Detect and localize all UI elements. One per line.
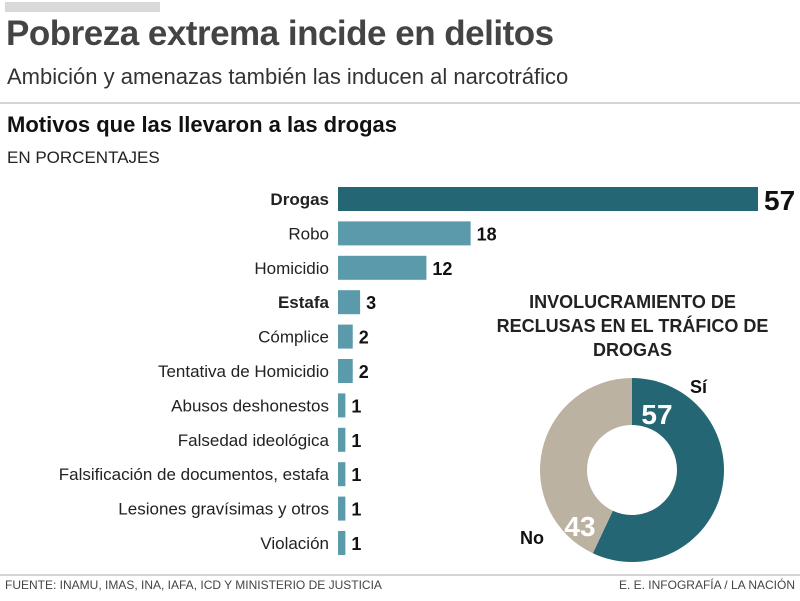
- bar-value: 18: [477, 224, 497, 244]
- bar-value: 1: [351, 396, 361, 416]
- bar-value: 1: [351, 431, 361, 451]
- page-subtitle: Ambición y amenazas también las inducen …: [7, 64, 569, 89]
- bar: [338, 221, 471, 246]
- bar-value: 2: [359, 362, 369, 382]
- bar-value: 1: [351, 534, 361, 554]
- bar-label: Robo: [288, 224, 329, 243]
- bar-value: 1: [351, 500, 361, 520]
- bar-value: 1: [351, 465, 361, 485]
- bar-label: Homicidio: [254, 259, 329, 278]
- bar-label: Abusos deshonestos: [171, 396, 329, 415]
- bar: [338, 427, 346, 452]
- donut-slice: [592, 378, 724, 562]
- donut-slice: [540, 378, 632, 554]
- bar-label: Drogas: [270, 190, 329, 209]
- bar: [338, 324, 353, 349]
- source-note: FUENTE: INAMU, IMAS, INA, IAFA, ICD Y MI…: [5, 578, 382, 592]
- bar-label: Tentativa de Homicidio: [158, 362, 329, 381]
- bar: [338, 393, 346, 418]
- page-title: Pobreza extrema incide en delitos: [6, 14, 554, 53]
- bar-value: 12: [432, 259, 452, 279]
- bar: [338, 462, 346, 487]
- bar-label: Lesiones gravísimas y otros: [118, 500, 329, 519]
- bar-label: Estafa: [278, 293, 330, 312]
- divider: [0, 102, 800, 104]
- bar: [338, 359, 353, 383]
- bar-label: Violación: [260, 534, 329, 553]
- donut-value-si: 57: [641, 399, 672, 430]
- credit-note: E. E. INFOGRAFÍA / LA NACIÓN: [618, 578, 795, 592]
- chart-unit: EN PORCENTAJES: [7, 148, 160, 167]
- bar: [338, 531, 346, 555]
- footer-divider: [0, 574, 800, 576]
- top-decor-bar: [5, 2, 160, 12]
- bar: [338, 255, 427, 280]
- chart-title: Motivos que las llevaron a las drogas: [7, 112, 398, 137]
- bar-label: Cómplice: [258, 328, 329, 347]
- bar-value: 3: [366, 293, 376, 313]
- bar-label: Falsificación de documentos, estafa: [59, 465, 330, 484]
- donut-label-si: Sí: [690, 377, 708, 397]
- bar: [338, 496, 346, 521]
- bar-value: 2: [359, 328, 369, 348]
- bar: [338, 290, 361, 315]
- donut-title: INVOLUCRAMIENTO DE RECLUSAS EN EL TRÁFIC…: [496, 292, 769, 360]
- donut-value-no: 43: [564, 511, 595, 542]
- bar-value: 57: [764, 185, 795, 216]
- bar-label: Falsedad ideológica: [178, 431, 330, 450]
- bar: [338, 187, 758, 211]
- donut-label-no: No: [520, 528, 544, 548]
